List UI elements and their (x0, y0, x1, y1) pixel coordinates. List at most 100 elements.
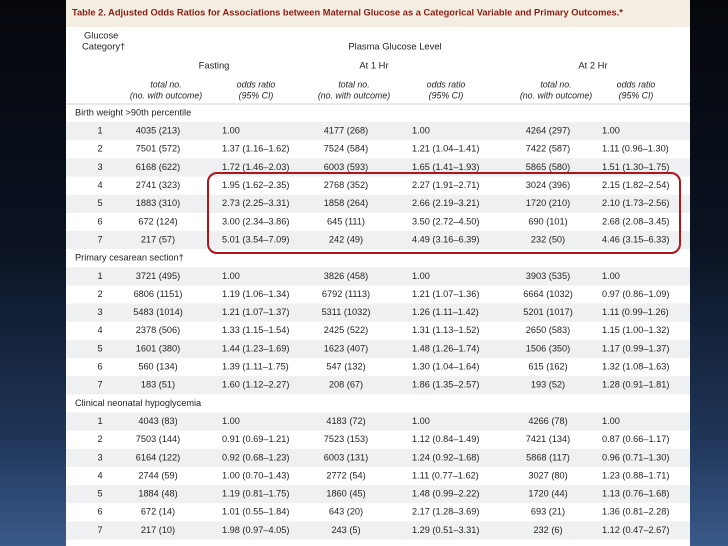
odds-cell: 2.68 (2.08–3.45) (602, 216, 669, 226)
title-bar (66, 0, 690, 27)
table: Table 2. Adjusted Odds Ratios for Associ… (66, 7, 690, 540)
total-cell: 3903 (535) (526, 271, 570, 281)
total-cell: 242 (49) (329, 234, 363, 244)
total-cell: 1883 (310) (136, 198, 180, 208)
category-cell: 1 (97, 271, 102, 281)
category-cell: 7 (97, 380, 102, 390)
total-cell: 7523 (153) (324, 434, 368, 444)
odds-cell: 1.33 (1.15–1.54) (222, 325, 289, 335)
row-shade (66, 230, 690, 250)
group-header: At 1 Hr (359, 59, 388, 70)
column-header: total no. (540, 79, 571, 89)
odds-cell: 2.27 (1.91–2.71) (412, 180, 479, 190)
total-cell: 6003 (593) (324, 162, 368, 172)
category-cell: 7 (97, 234, 102, 244)
total-cell: 243 (5) (331, 525, 360, 535)
odds-cell: 1.19 (1.06–1.34) (222, 289, 289, 299)
odds-cell: 1.32 (1.08–1.63) (602, 362, 669, 372)
total-cell: 3027 (80) (528, 470, 567, 480)
column-header: odds ratio (617, 79, 656, 89)
odds-cell: 1.26 (1.11–1.42) (412, 307, 479, 317)
odds-cell: 0.92 (0.68–1.23) (222, 452, 289, 462)
total-cell: 645 (111) (327, 216, 365, 226)
odds-cell: 1.30 (1.04–1.64) (412, 362, 479, 372)
total-cell: 1623 (407) (324, 343, 368, 353)
odds-cell: 1.72 (1.46–2.03) (222, 162, 289, 172)
category-cell: 1 (97, 126, 102, 136)
column-header: (no. with outcome) (130, 90, 202, 100)
group-header: Fasting (199, 59, 230, 70)
category-cell: 5 (97, 198, 102, 208)
total-cell: 615 (162) (528, 362, 567, 372)
section-label: Birth weight >90th percentile (75, 107, 191, 117)
odds-cell: 5.01 (3.54–7.09) (222, 234, 289, 244)
total-cell: 217 (10) (141, 525, 175, 535)
column-header: (95% CI) (429, 90, 464, 100)
odds-cell: 1.01 (0.55–1.84) (222, 507, 289, 517)
row-shade (66, 303, 690, 322)
total-cell: 5311 (1032) (322, 307, 371, 317)
total-cell: 5201 (1017) (523, 307, 573, 317)
column-header: total no. (150, 79, 181, 89)
column-header: (no. with outcome) (520, 90, 592, 100)
total-cell: 232 (50) (531, 234, 565, 244)
total-cell: 4264 (297) (526, 126, 570, 136)
odds-cell: 1.98 (0.97–4.05) (222, 525, 289, 535)
total-cell: 547 (132) (326, 362, 365, 372)
odds-cell: 2.66 (2.19–3.21) (412, 198, 479, 208)
row-shade (66, 122, 690, 141)
category-header: Category† (82, 40, 125, 51)
category-header: Glucose (84, 29, 118, 40)
total-cell: 3721 (495) (136, 271, 180, 281)
column-header: (95% CI) (239, 90, 274, 100)
odds-cell: 1.44 (1.23–1.69) (222, 343, 289, 353)
total-cell: 2650 (583) (526, 325, 570, 335)
odds-cell: 1.00 (0.70–1.43) (222, 470, 289, 480)
odds-cell: 1.00 (222, 416, 240, 426)
total-cell: 2425 (522) (324, 325, 368, 335)
odds-cell: 2.15 (1.82–2.54) (602, 180, 669, 190)
total-cell: 2378 (506) (136, 325, 180, 335)
odds-cell: 1.21 (1.07–1.37) (222, 307, 289, 317)
row-shade (66, 448, 690, 467)
total-cell: 4043 (83) (138, 416, 177, 426)
total-cell: 560 (134) (138, 362, 177, 372)
total-cell: 7503 (144) (136, 434, 180, 444)
odds-cell: 0.87 (0.66–1.17) (602, 434, 669, 444)
total-cell: 7421 (134) (526, 434, 570, 444)
total-cell: 6003 (131) (324, 452, 368, 462)
total-cell: 6164 (122) (136, 452, 180, 462)
total-cell: 2772 (54) (326, 470, 365, 480)
category-cell: 6 (97, 216, 102, 226)
total-cell: 1601 (380) (136, 343, 180, 353)
column-header: odds ratio (427, 79, 466, 89)
row-shade (66, 485, 690, 504)
category-cell: 2 (97, 434, 102, 444)
total-cell: 2744 (59) (138, 470, 177, 480)
total-cell: 693 (21) (531, 507, 565, 517)
total-cell: 7501 (572) (136, 144, 180, 154)
odds-cell: 1.00 (222, 126, 240, 136)
section-label: Clinical neonatal hypoglycemia (75, 398, 202, 408)
total-cell: 1860 (45) (326, 489, 365, 499)
total-cell: 4183 (72) (326, 416, 365, 426)
category-cell: 5 (97, 489, 102, 499)
category-cell: 2 (97, 289, 102, 299)
odds-cell: 4.46 (3.15–6.33) (602, 234, 669, 244)
total-cell: 643 (20) (329, 507, 363, 517)
odds-cell: 1.48 (1.26–1.74) (412, 343, 479, 353)
total-cell: 6664 (1032) (523, 289, 573, 299)
odds-cell: 2.73 (2.25–3.31) (222, 198, 289, 208)
odds-cell: 1.51 (1.30–1.75) (602, 162, 669, 172)
odds-cell: 4.49 (3.16–6.39) (412, 234, 479, 244)
odds-cell: 1.28 (0.91–1.81) (602, 380, 669, 390)
odds-cell: 1.29 (0.51–3.31) (412, 525, 479, 535)
odds-cell: 2.17 (1.28–3.69) (412, 507, 479, 517)
total-cell: 5868 (117) (526, 452, 570, 462)
odds-cell: 1.37 (1.16–1.62) (222, 144, 289, 154)
total-cell: 6792 (1113) (322, 289, 370, 299)
category-cell: 6 (97, 362, 102, 372)
odds-cell: 1.00 (412, 416, 430, 426)
total-cell: 232 (6) (533, 525, 562, 535)
